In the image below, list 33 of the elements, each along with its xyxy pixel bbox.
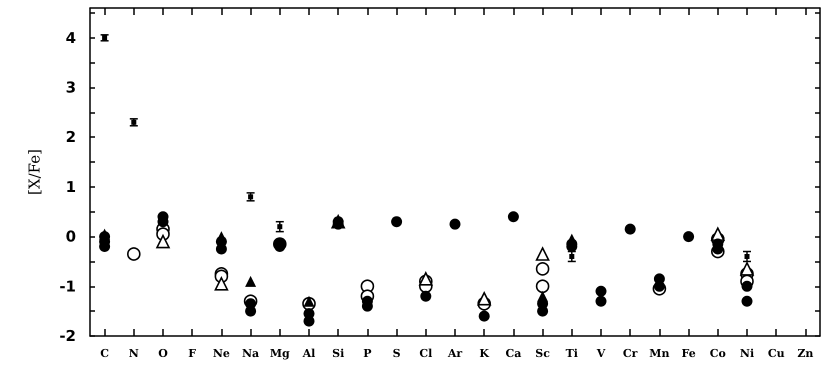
x-tick-label: Cr xyxy=(622,347,638,360)
x-tick-label: Cu xyxy=(768,347,785,360)
y-axis-title: [X/Fe] xyxy=(26,149,44,195)
x-tick-label: Ne xyxy=(212,347,230,360)
x-tick-label: N xyxy=(128,347,139,360)
x-tick-label: Mn xyxy=(649,347,670,360)
x-tick-label: Ca xyxy=(505,347,522,360)
y-tick-label: 1 xyxy=(66,178,76,196)
x-tick-label: Si xyxy=(332,347,344,360)
x-tick-label: Al xyxy=(302,347,316,360)
x-tick-label: Na xyxy=(242,347,260,360)
x-tick-label: O xyxy=(158,347,168,360)
x-tick-label: Ar xyxy=(446,347,462,360)
x-tick-label: Ti xyxy=(566,347,578,360)
x-tick-label: Co xyxy=(710,347,726,360)
y-tick-label: 2 xyxy=(66,128,76,146)
x-tick-label: Fe xyxy=(681,347,696,360)
y-tick-label: -2 xyxy=(59,327,76,345)
x-tick-label: V xyxy=(596,347,606,360)
x-tick-label: K xyxy=(479,347,490,360)
x-tick-label: Ni xyxy=(740,347,754,360)
x-tick-label: C xyxy=(100,347,110,360)
y-tick-label: 4 xyxy=(66,28,76,47)
y-tick-label: 0 xyxy=(66,228,76,246)
x-tick-label: S xyxy=(392,347,401,360)
x-tick-label: P xyxy=(363,347,372,360)
y-tick-label: 3 xyxy=(66,78,76,97)
x-tick-label: Sc xyxy=(535,347,550,360)
x-tick-label: Cl xyxy=(419,347,432,360)
x-tick-label: Mg xyxy=(270,347,290,360)
y-tick-label: -1 xyxy=(59,277,76,296)
x-tick-label: Zn xyxy=(797,347,814,360)
x-tick-label: F xyxy=(188,347,196,360)
